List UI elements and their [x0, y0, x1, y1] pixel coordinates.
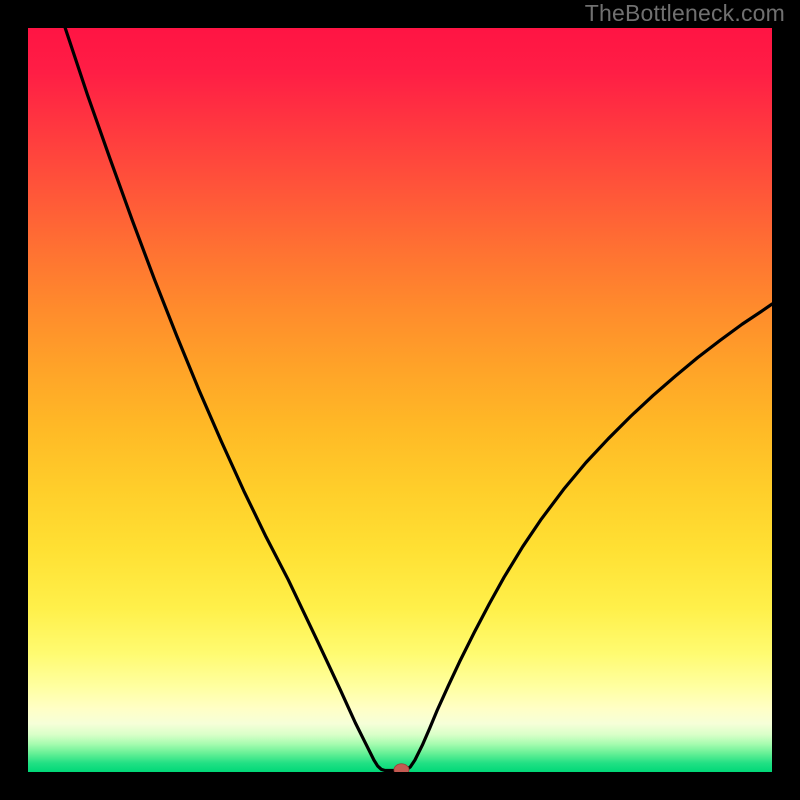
- chart-svg: [28, 28, 772, 772]
- gradient-background: [28, 28, 772, 772]
- optimal-point-marker: [394, 764, 409, 772]
- plot-area: [28, 28, 772, 772]
- watermark-label: TheBottleneck.com: [585, 0, 785, 27]
